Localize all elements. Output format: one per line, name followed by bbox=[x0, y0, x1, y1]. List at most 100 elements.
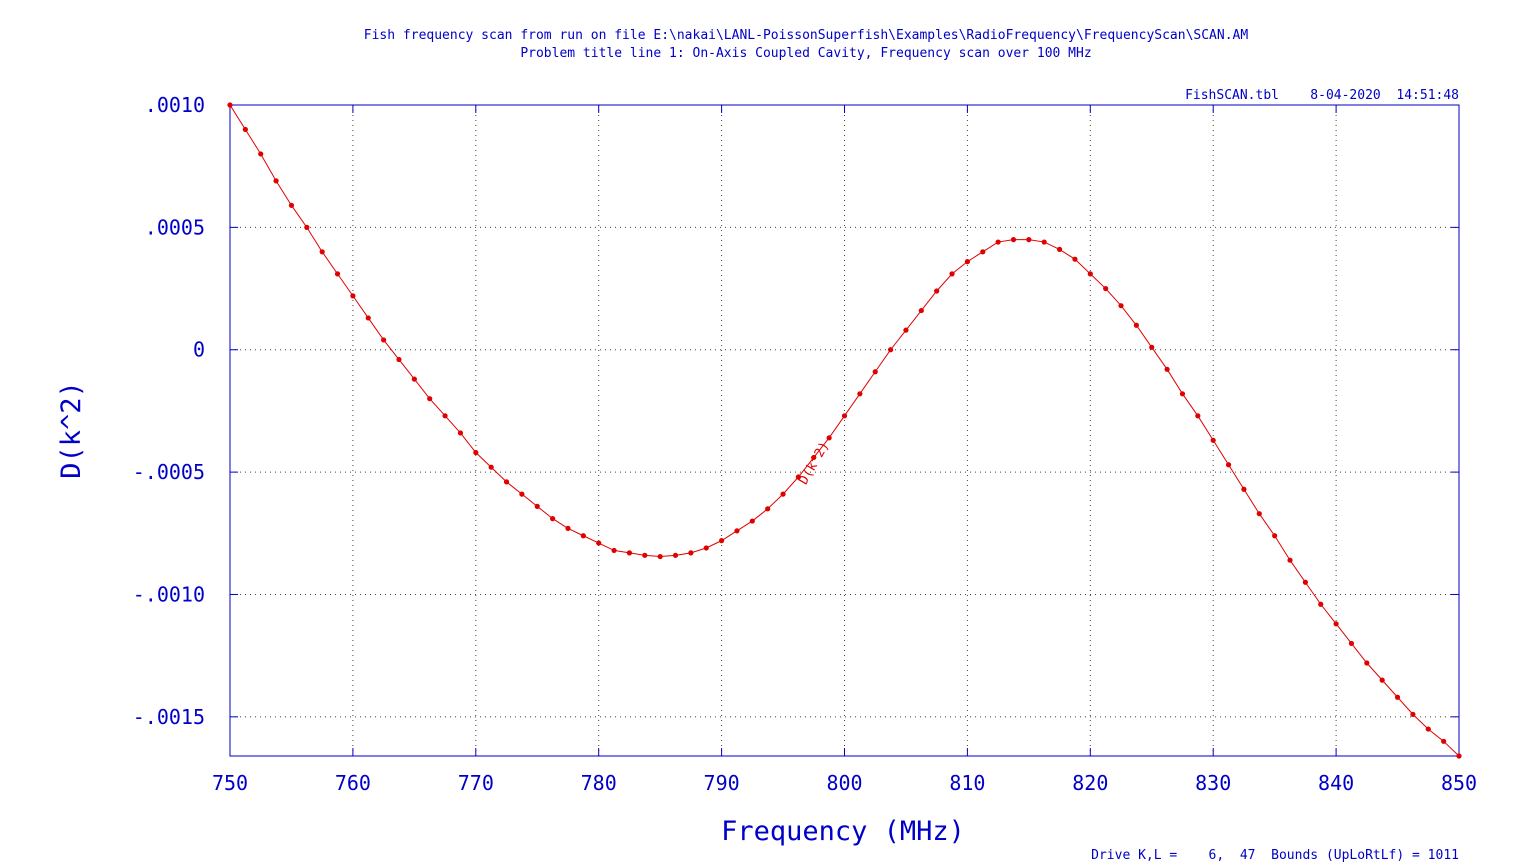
x-tick-label: 790 bbox=[704, 771, 740, 795]
x-tick-label: 770 bbox=[458, 771, 494, 795]
y-tick-label: .0010 bbox=[145, 93, 205, 117]
data-point bbox=[457, 430, 464, 436]
data-point bbox=[411, 376, 417, 382]
data-point bbox=[227, 102, 233, 108]
data-point bbox=[749, 518, 755, 524]
data-point bbox=[887, 347, 894, 353]
y-tick-label: .0005 bbox=[145, 215, 205, 239]
data-point bbox=[1410, 711, 1416, 717]
y-tick-label: 0 bbox=[193, 338, 205, 362]
data-point bbox=[903, 327, 909, 333]
data-point bbox=[242, 126, 248, 133]
data-point bbox=[826, 435, 832, 441]
data-point bbox=[1456, 753, 1462, 759]
data-point bbox=[519, 491, 525, 497]
data-point bbox=[795, 474, 802, 480]
data-point bbox=[1287, 557, 1293, 563]
data-point bbox=[719, 538, 725, 544]
data-point bbox=[580, 533, 586, 539]
data-point bbox=[1149, 344, 1155, 350]
data-point bbox=[1118, 303, 1124, 309]
data-point bbox=[288, 202, 295, 208]
data-point bbox=[872, 369, 878, 375]
data-point bbox=[365, 315, 371, 321]
data-point bbox=[1103, 285, 1109, 292]
data-point bbox=[1441, 738, 1447, 744]
y-axis-label: D(k^2) bbox=[56, 381, 87, 479]
data-point bbox=[1026, 237, 1032, 243]
data-point bbox=[995, 239, 1001, 245]
data-point bbox=[319, 249, 325, 255]
data-point bbox=[765, 506, 771, 512]
data-point bbox=[1041, 239, 1047, 245]
data-point bbox=[596, 540, 602, 546]
data-point bbox=[703, 545, 709, 551]
data-point bbox=[488, 464, 494, 470]
x-tick-label: 840 bbox=[1318, 771, 1354, 795]
data-point bbox=[1133, 322, 1139, 328]
data-point bbox=[1072, 256, 1078, 262]
data-point bbox=[1164, 366, 1170, 372]
data-point bbox=[258, 151, 264, 157]
data-point bbox=[626, 550, 633, 556]
data-point bbox=[473, 449, 479, 456]
data-point bbox=[672, 552, 679, 558]
data-point bbox=[1056, 246, 1063, 252]
data-point bbox=[918, 307, 924, 314]
data-point bbox=[642, 552, 648, 558]
x-tick-label: 810 bbox=[949, 771, 985, 795]
x-tick-label: 780 bbox=[581, 771, 617, 795]
data-point bbox=[1333, 621, 1339, 627]
data-point bbox=[1195, 413, 1201, 419]
x-tick-label: 820 bbox=[1072, 771, 1108, 795]
data-point bbox=[550, 516, 556, 522]
series-label: D(k^2) bbox=[796, 439, 832, 487]
x-tick-label: 850 bbox=[1441, 771, 1477, 795]
data-point bbox=[1272, 533, 1278, 539]
data-point bbox=[734, 528, 740, 534]
data-point bbox=[427, 396, 433, 402]
data-point bbox=[841, 413, 848, 419]
data-point bbox=[980, 249, 986, 255]
data-point bbox=[1179, 391, 1186, 397]
data-point bbox=[1087, 271, 1093, 277]
data-point bbox=[1225, 462, 1232, 468]
chart-subtitle: Problem title line 1: On-Axis Coupled Ca… bbox=[520, 46, 1091, 61]
footer-note: Drive K,L = 6, 47 Bounds (UpLoRtLf) = 10… bbox=[1091, 848, 1459, 863]
x-tick-label: 830 bbox=[1195, 771, 1231, 795]
data-point bbox=[442, 413, 448, 419]
data-point bbox=[1364, 660, 1370, 666]
data-point bbox=[857, 391, 863, 397]
plot-frame bbox=[229, 104, 1460, 757]
y-tick-label: -.0010 bbox=[133, 582, 205, 606]
data-point bbox=[350, 293, 356, 299]
y-tick-label: -.0015 bbox=[133, 705, 205, 729]
data-point bbox=[811, 454, 817, 461]
chart-title: Fish frequency scan from run on file E:\… bbox=[364, 28, 1249, 43]
x-tick-label: 800 bbox=[826, 771, 862, 795]
data-point bbox=[1010, 237, 1017, 243]
data-point bbox=[934, 288, 940, 294]
data-point bbox=[1210, 437, 1216, 443]
data-point bbox=[657, 553, 663, 560]
data-point bbox=[381, 337, 387, 343]
file-info: FishSCAN.tbl 8-04-2020 14:51:48 bbox=[1185, 88, 1459, 103]
data-point bbox=[611, 547, 617, 554]
x-tick-label: 760 bbox=[335, 771, 371, 795]
data-point bbox=[1394, 694, 1401, 700]
x-axis-label: Frequency (MHz) bbox=[721, 816, 965, 847]
data-point bbox=[565, 525, 571, 531]
data-point bbox=[1348, 640, 1355, 647]
data-point bbox=[304, 224, 310, 230]
data-point bbox=[1302, 579, 1308, 585]
data-point bbox=[334, 271, 341, 277]
data-point bbox=[964, 259, 971, 265]
data-point bbox=[503, 479, 510, 485]
data-point bbox=[1241, 486, 1247, 492]
x-tick-label: 750 bbox=[212, 771, 248, 795]
data-point bbox=[688, 550, 694, 556]
y-tick-label: -.0005 bbox=[133, 460, 205, 484]
data-point bbox=[1425, 726, 1431, 732]
